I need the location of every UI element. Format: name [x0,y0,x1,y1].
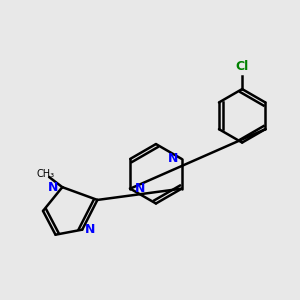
Text: CH₃: CH₃ [37,169,55,179]
Text: N: N [85,223,96,236]
Text: N: N [168,152,178,165]
Text: Cl: Cl [236,60,249,73]
Text: N: N [135,182,145,195]
Text: N: N [47,181,58,194]
